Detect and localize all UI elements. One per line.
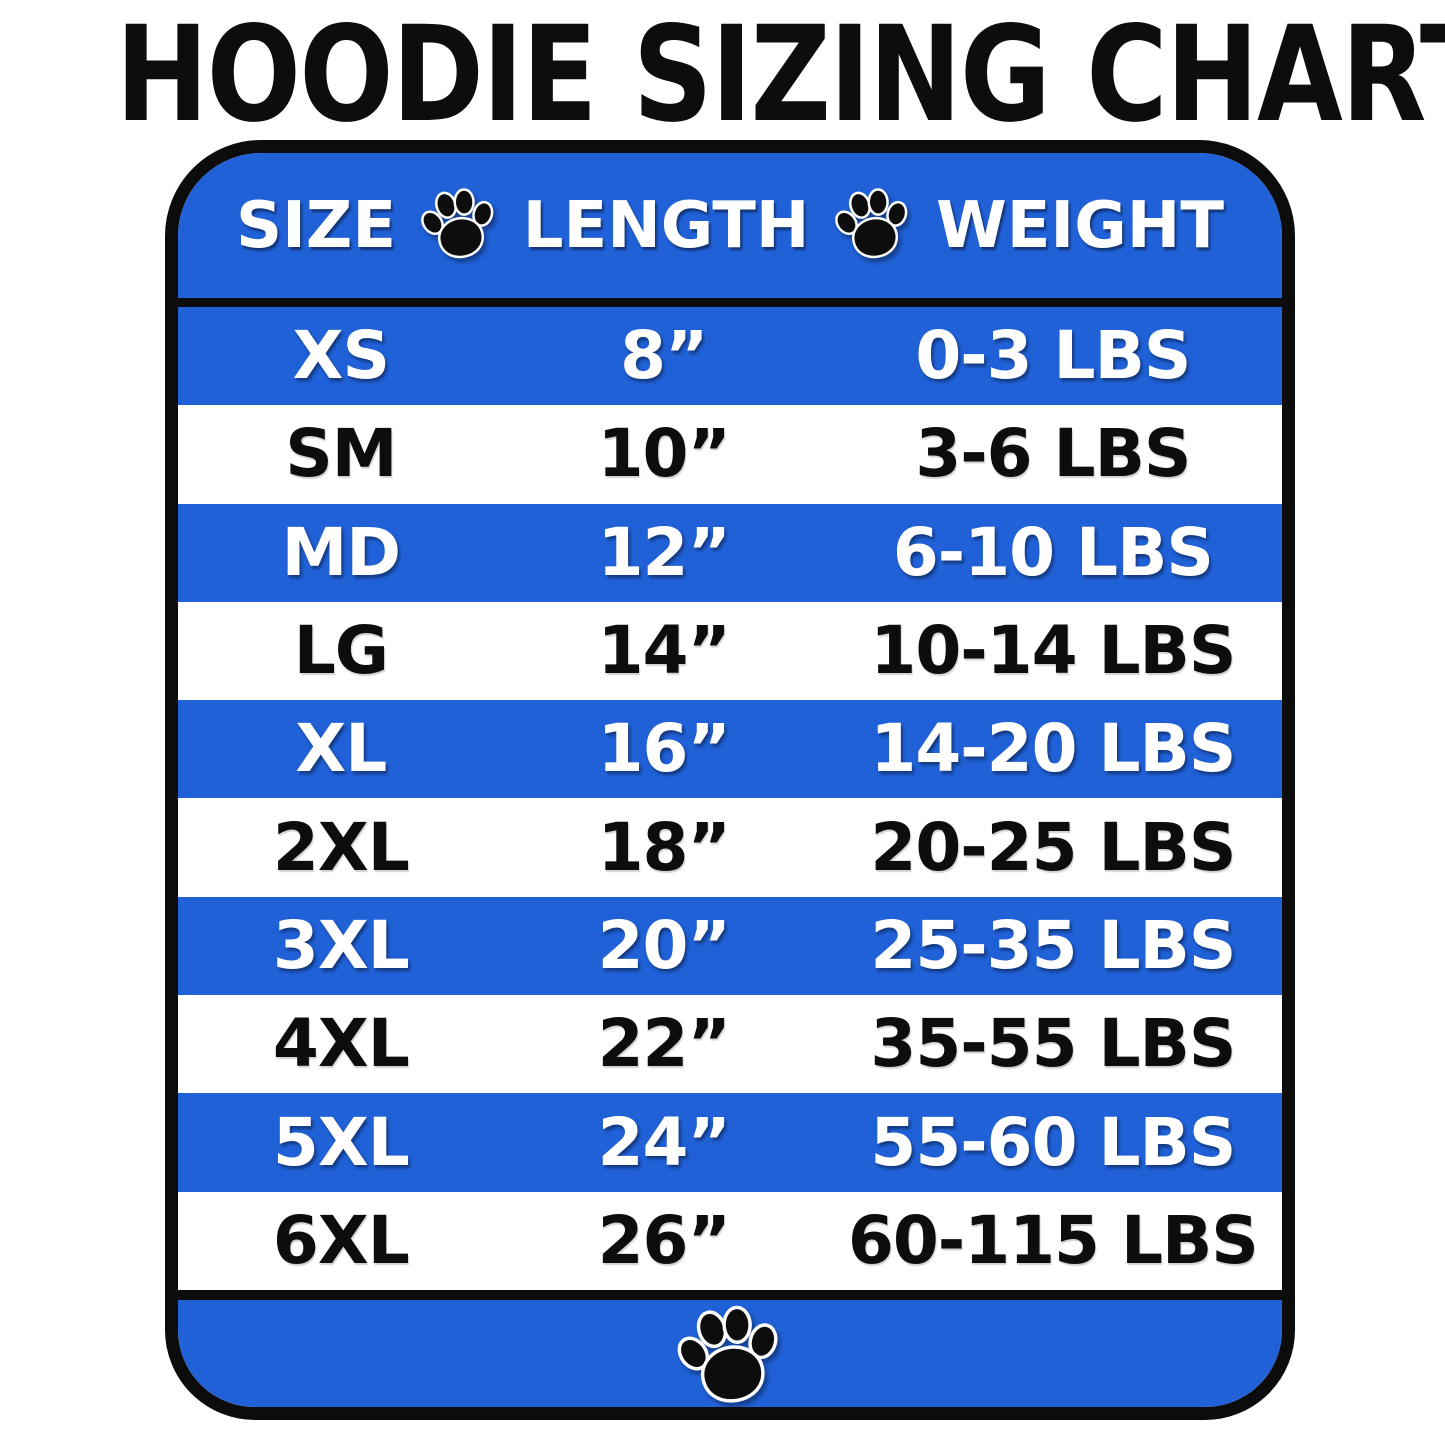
column-header-size: SIZE	[236, 188, 397, 263]
size-cell: XL	[295, 710, 387, 788]
page-title: HOODIE SIZING CHART	[115, 0, 1445, 152]
size-cell: 6XL	[272, 1201, 410, 1279]
sizing-table-card: SIZE LENGTH WEIGHT XS 8” 0-3 LBS SM 10” 3-6 L…	[165, 140, 1295, 1420]
length-cell: 20”	[597, 906, 731, 984]
table-header-row: SIZE LENGTH WEIGHT	[178, 153, 1282, 298]
weight-cell: 20-25 LBS	[870, 808, 1236, 886]
weight-cell: 35-55 LBS	[870, 1005, 1236, 1083]
weight-cell: 60-115 LBS	[847, 1201, 1259, 1279]
size-cell: LG	[293, 612, 389, 690]
length-cell: 12”	[597, 513, 731, 591]
length-cell: 18”	[597, 808, 731, 886]
table-row: MD 12” 6-10 LBS	[178, 503, 1282, 602]
table-row: LG 14” 10-14 LBS	[178, 601, 1282, 701]
weight-cell: 0-3 LBS	[915, 317, 1191, 395]
table-body: XS 8” 0-3 LBS SM 10” 3-6 LBS MD 12” 6-10 LBS LG 14…	[178, 307, 1282, 1290]
paw-icon	[834, 187, 912, 265]
weight-cell: 55-60 LBS	[870, 1103, 1236, 1181]
size-cell: 3XL	[272, 906, 410, 984]
table-row: XS 8” 0-3 LBS	[178, 307, 1282, 406]
weight-cell: 25-35 LBS	[870, 906, 1236, 984]
table-row: 5XL 24” 55-60 LBS	[178, 1093, 1282, 1192]
length-cell: 16”	[597, 710, 731, 788]
table-row: SM 10” 3-6 LBS	[178, 405, 1282, 504]
size-cell: 2XL	[272, 808, 410, 886]
length-cell: 10”	[597, 415, 731, 493]
column-header-length: LENGTH	[522, 188, 810, 263]
weight-cell: 6-10 LBS	[892, 513, 1214, 591]
length-cell: 8”	[620, 317, 708, 395]
table-row: 3XL 20” 25-35 LBS	[178, 896, 1282, 996]
table-row: 4XL 22” 35-55 LBS	[178, 995, 1282, 1094]
length-cell: 26”	[597, 1201, 731, 1279]
table-footer	[178, 1299, 1282, 1412]
size-cell: 4XL	[272, 1005, 410, 1083]
header-divider	[178, 298, 1282, 307]
table-row: 2XL 18” 20-25 LBS	[178, 798, 1282, 897]
footer-divider	[178, 1289, 1282, 1300]
size-cell: 5XL	[272, 1103, 410, 1181]
paw-icon	[420, 187, 498, 265]
weight-cell: 14-20 LBS	[870, 710, 1236, 788]
weight-cell: 10-14 LBS	[870, 612, 1236, 690]
size-cell: SM	[285, 415, 397, 493]
weight-cell: 3-6 LBS	[915, 415, 1191, 493]
table-row: XL 16” 14-20 LBS	[178, 700, 1282, 799]
paw-icon	[676, 1304, 784, 1412]
length-cell: 22”	[597, 1005, 731, 1083]
size-cell: MD	[281, 513, 401, 591]
length-cell: 14”	[597, 612, 731, 690]
length-cell: 24”	[597, 1103, 731, 1181]
table-row: 6XL 26” 60-115 LBS	[178, 1191, 1282, 1290]
column-header-weight: WEIGHT	[936, 188, 1224, 263]
size-cell: XS	[292, 317, 390, 395]
